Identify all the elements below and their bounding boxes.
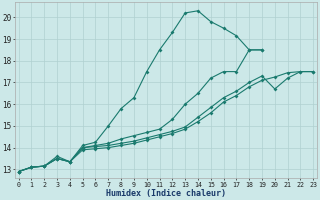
X-axis label: Humidex (Indice chaleur): Humidex (Indice chaleur) [106,189,226,198]
